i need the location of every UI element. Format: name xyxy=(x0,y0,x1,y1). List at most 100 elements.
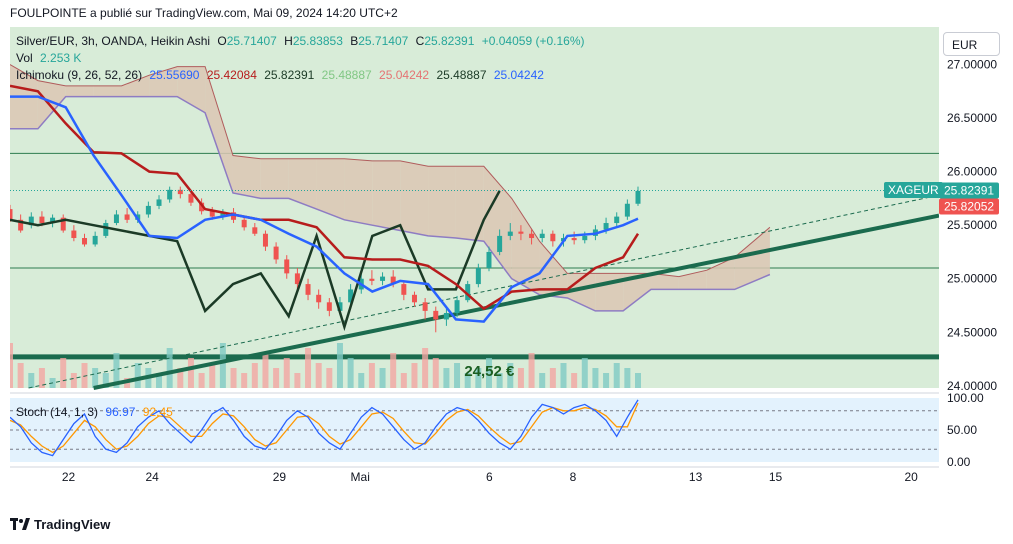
candle-body[interactable] xyxy=(337,302,343,311)
trendline-support[interactable] xyxy=(93,213,940,390)
candle-body[interactable] xyxy=(294,273,300,285)
volume-bar xyxy=(17,363,24,388)
volume-bar xyxy=(92,368,99,388)
candle-body[interactable] xyxy=(113,214,119,224)
ichimoku-cloud-segment xyxy=(678,270,707,290)
ichimoku-cloud-segment xyxy=(177,66,206,113)
ichimoku-label: Ichimoku (9, 26, 52, 26) xyxy=(16,68,143,82)
chikou-span-line xyxy=(9,190,501,332)
candle-body[interactable] xyxy=(380,276,386,281)
ichimoku-cloud-segment xyxy=(372,160,401,231)
candle-body[interactable] xyxy=(316,294,322,303)
candle-body[interactable] xyxy=(635,190,641,204)
ichimoku-cloud-segment xyxy=(539,241,568,299)
candle-body[interactable] xyxy=(273,246,279,260)
candle-body[interactable] xyxy=(571,238,577,241)
candle-body[interactable] xyxy=(209,211,215,217)
high-label: H xyxy=(284,34,293,48)
candle-body[interactable] xyxy=(411,294,417,303)
candle-body[interactable] xyxy=(220,212,226,217)
candle-body[interactable] xyxy=(305,284,311,295)
stoch-tick-label: 50.00 xyxy=(947,423,977,437)
price-axis[interactable]: 27.00000 26.50000 26.00000 25.50000 25.00000… xyxy=(939,27,1013,488)
volume-bar xyxy=(283,358,290,388)
candle-body[interactable] xyxy=(156,199,162,206)
ichimoku-cloud-segment xyxy=(288,158,317,210)
volume-bar xyxy=(315,363,322,388)
change-value: +0.04059 (+0.16%) xyxy=(481,34,585,48)
volume-bar xyxy=(241,373,248,388)
candle-body[interactable] xyxy=(39,216,45,224)
time-tick-label: 24 xyxy=(145,470,159,484)
candle-body[interactable] xyxy=(465,284,471,301)
price-tick-label: 25.50000 xyxy=(947,218,997,232)
candle-body[interactable] xyxy=(603,223,609,230)
chart-canvas[interactable]: 24,52 € 22 24 29 Mai 6 8 13 15 20 xyxy=(7,27,940,488)
candle-body[interactable] xyxy=(497,235,503,252)
candle-body[interactable] xyxy=(177,189,183,195)
open-label: O xyxy=(217,34,227,48)
stoch-k-line xyxy=(9,399,639,457)
candle-body[interactable] xyxy=(614,216,620,224)
volume-bar xyxy=(198,373,205,388)
candle-body[interactable] xyxy=(241,219,247,228)
candle-body[interactable] xyxy=(188,194,194,203)
candle-body[interactable] xyxy=(518,231,524,234)
candle-body[interactable] xyxy=(92,235,98,245)
candle-body[interactable] xyxy=(348,289,354,303)
senkou-span-a-line xyxy=(9,64,771,278)
currency-selector[interactable]: EUR xyxy=(943,32,1000,56)
candle-body[interactable] xyxy=(167,189,173,200)
candle-body[interactable] xyxy=(262,233,268,247)
chart-area[interactable]: 24,52 € 22 24 29 Mai 6 8 13 15 20 xyxy=(7,27,940,488)
candle-body[interactable] xyxy=(50,217,56,224)
volume-bar xyxy=(422,348,429,388)
candle-body[interactable] xyxy=(454,300,460,314)
candle-body[interactable] xyxy=(71,230,77,239)
time-tick-label: 15 xyxy=(769,470,783,484)
candle-body[interactable] xyxy=(369,278,375,281)
open-num: 25.71407 xyxy=(226,34,277,48)
senkou-span-b-line xyxy=(10,95,771,312)
candle-body[interactable] xyxy=(529,233,535,239)
close-value: C25.82391 xyxy=(416,34,475,48)
trendline-dashed[interactable] xyxy=(28,194,940,389)
ichimoku-cloud-segment xyxy=(623,273,652,311)
candle-body[interactable] xyxy=(18,219,24,231)
candle-body[interactable] xyxy=(252,227,258,234)
ichimoku-cloud-segment xyxy=(455,166,484,242)
candle-body[interactable] xyxy=(28,216,34,226)
price-tick-label: 26.50000 xyxy=(947,111,997,125)
candle-body[interactable] xyxy=(7,209,13,220)
close-label: C xyxy=(415,34,425,48)
candle-body[interactable] xyxy=(624,203,630,217)
candle-body[interactable] xyxy=(486,251,492,269)
candle-body[interactable] xyxy=(433,310,439,320)
candle-body[interactable] xyxy=(326,302,332,311)
candle-body[interactable] xyxy=(443,313,449,320)
candle-body[interactable] xyxy=(60,217,66,231)
candle-body[interactable] xyxy=(582,235,588,241)
stoch-legend: Stoch (14, 1, 3) 96.97 92.45 xyxy=(16,405,177,419)
volume-bar xyxy=(368,363,375,388)
candle-body[interactable] xyxy=(507,231,513,236)
volume-bar xyxy=(219,343,226,388)
candle-body[interactable] xyxy=(475,268,481,285)
candle-body[interactable] xyxy=(284,259,290,274)
candle-body[interactable] xyxy=(124,214,130,220)
candle-body[interactable] xyxy=(539,233,545,239)
candle-body[interactable] xyxy=(231,212,237,220)
stoch-d-line xyxy=(9,402,639,454)
candle-body[interactable] xyxy=(103,223,109,236)
symbol-legend: Silver/EUR, 3h, OANDA, Heikin Ashi O25.7… xyxy=(16,34,588,48)
candle-body[interactable] xyxy=(82,238,88,245)
volume-bar xyxy=(613,363,620,388)
candle-body[interactable] xyxy=(145,205,151,215)
candle-body[interactable] xyxy=(390,276,396,285)
volume-bar xyxy=(209,363,216,388)
candle-body[interactable] xyxy=(401,284,407,295)
high-value: H25.83853 xyxy=(284,34,343,48)
candle-body[interactable] xyxy=(550,233,556,242)
candle-body[interactable] xyxy=(199,202,205,212)
candle-body[interactable] xyxy=(422,302,428,311)
